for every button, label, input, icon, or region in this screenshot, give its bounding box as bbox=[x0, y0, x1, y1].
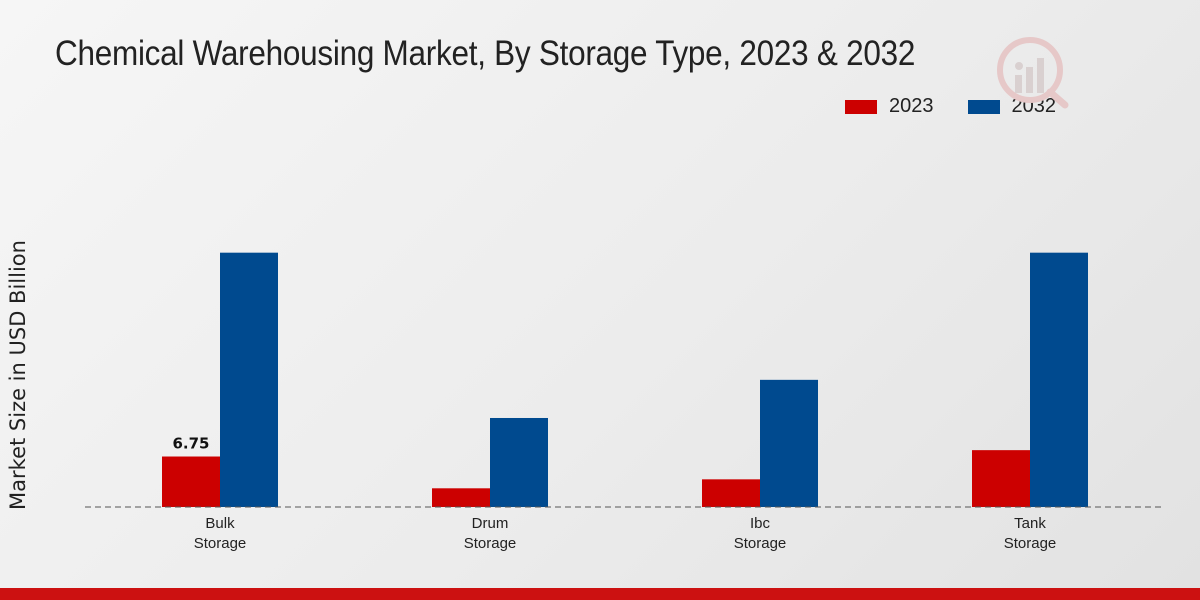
bar-2023-bulk-storage bbox=[162, 456, 220, 507]
x-tick-label-drum-storage: Drum Storage bbox=[464, 515, 517, 552]
bar-2023-drum-storage bbox=[432, 488, 490, 507]
legend-swatch-2032 bbox=[967, 99, 1000, 114]
x-tick-label-bulk-storage: Bulk Storage bbox=[194, 515, 247, 552]
bar-2023-ibc-storage bbox=[702, 479, 760, 507]
bar-2032-drum-storage bbox=[490, 417, 548, 507]
x-tick-label-tank-storage: Tank Storage bbox=[1004, 515, 1057, 552]
legend-label-2023: 2023 bbox=[889, 95, 934, 117]
bar-2023-tank-storage bbox=[972, 450, 1030, 507]
bottom-accent-bar bbox=[0, 588, 1200, 600]
bar-2032-ibc-storage bbox=[760, 379, 818, 507]
bar-2032-tank-storage bbox=[1030, 252, 1088, 507]
legend-swatch-2023 bbox=[845, 99, 877, 114]
watermark-logo-icon bbox=[997, 37, 1069, 109]
data-label-2023-0: 6.75 bbox=[172, 435, 209, 453]
chart-title: Chemical Warehousing Market, By Storage … bbox=[55, 34, 916, 73]
legend-item-2023: 2023 bbox=[845, 95, 934, 118]
x-tick-label-ibc-storage: Ibc Storage bbox=[734, 515, 787, 552]
bar-2032-bulk-storage bbox=[220, 252, 278, 507]
